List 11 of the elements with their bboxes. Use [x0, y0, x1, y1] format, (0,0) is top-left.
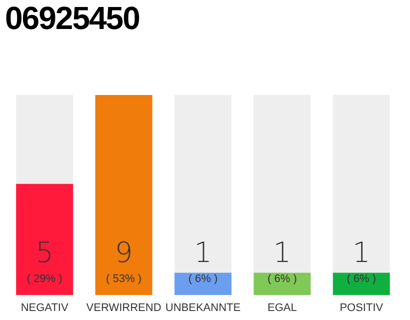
x-tick-label: NEGATIV	[20, 302, 69, 314]
chart-title: 06925450	[5, 0, 140, 37]
data-label: 1 ( 6% )	[346, 236, 376, 285]
data-label: 5 ( 29% )	[26, 236, 62, 285]
x-tick-label: UNBEKANNTE	[165, 302, 241, 314]
data-label: 1 ( 6% )	[188, 236, 218, 285]
x-tick-label: EGAL	[268, 302, 297, 314]
x-tick-label: POSITIV	[340, 302, 384, 314]
data-label: 9 ( 53% )	[106, 236, 142, 285]
x-tick-label: VERWIRREND	[86, 302, 162, 314]
data-label: 1 ( 6% )	[268, 236, 297, 285]
